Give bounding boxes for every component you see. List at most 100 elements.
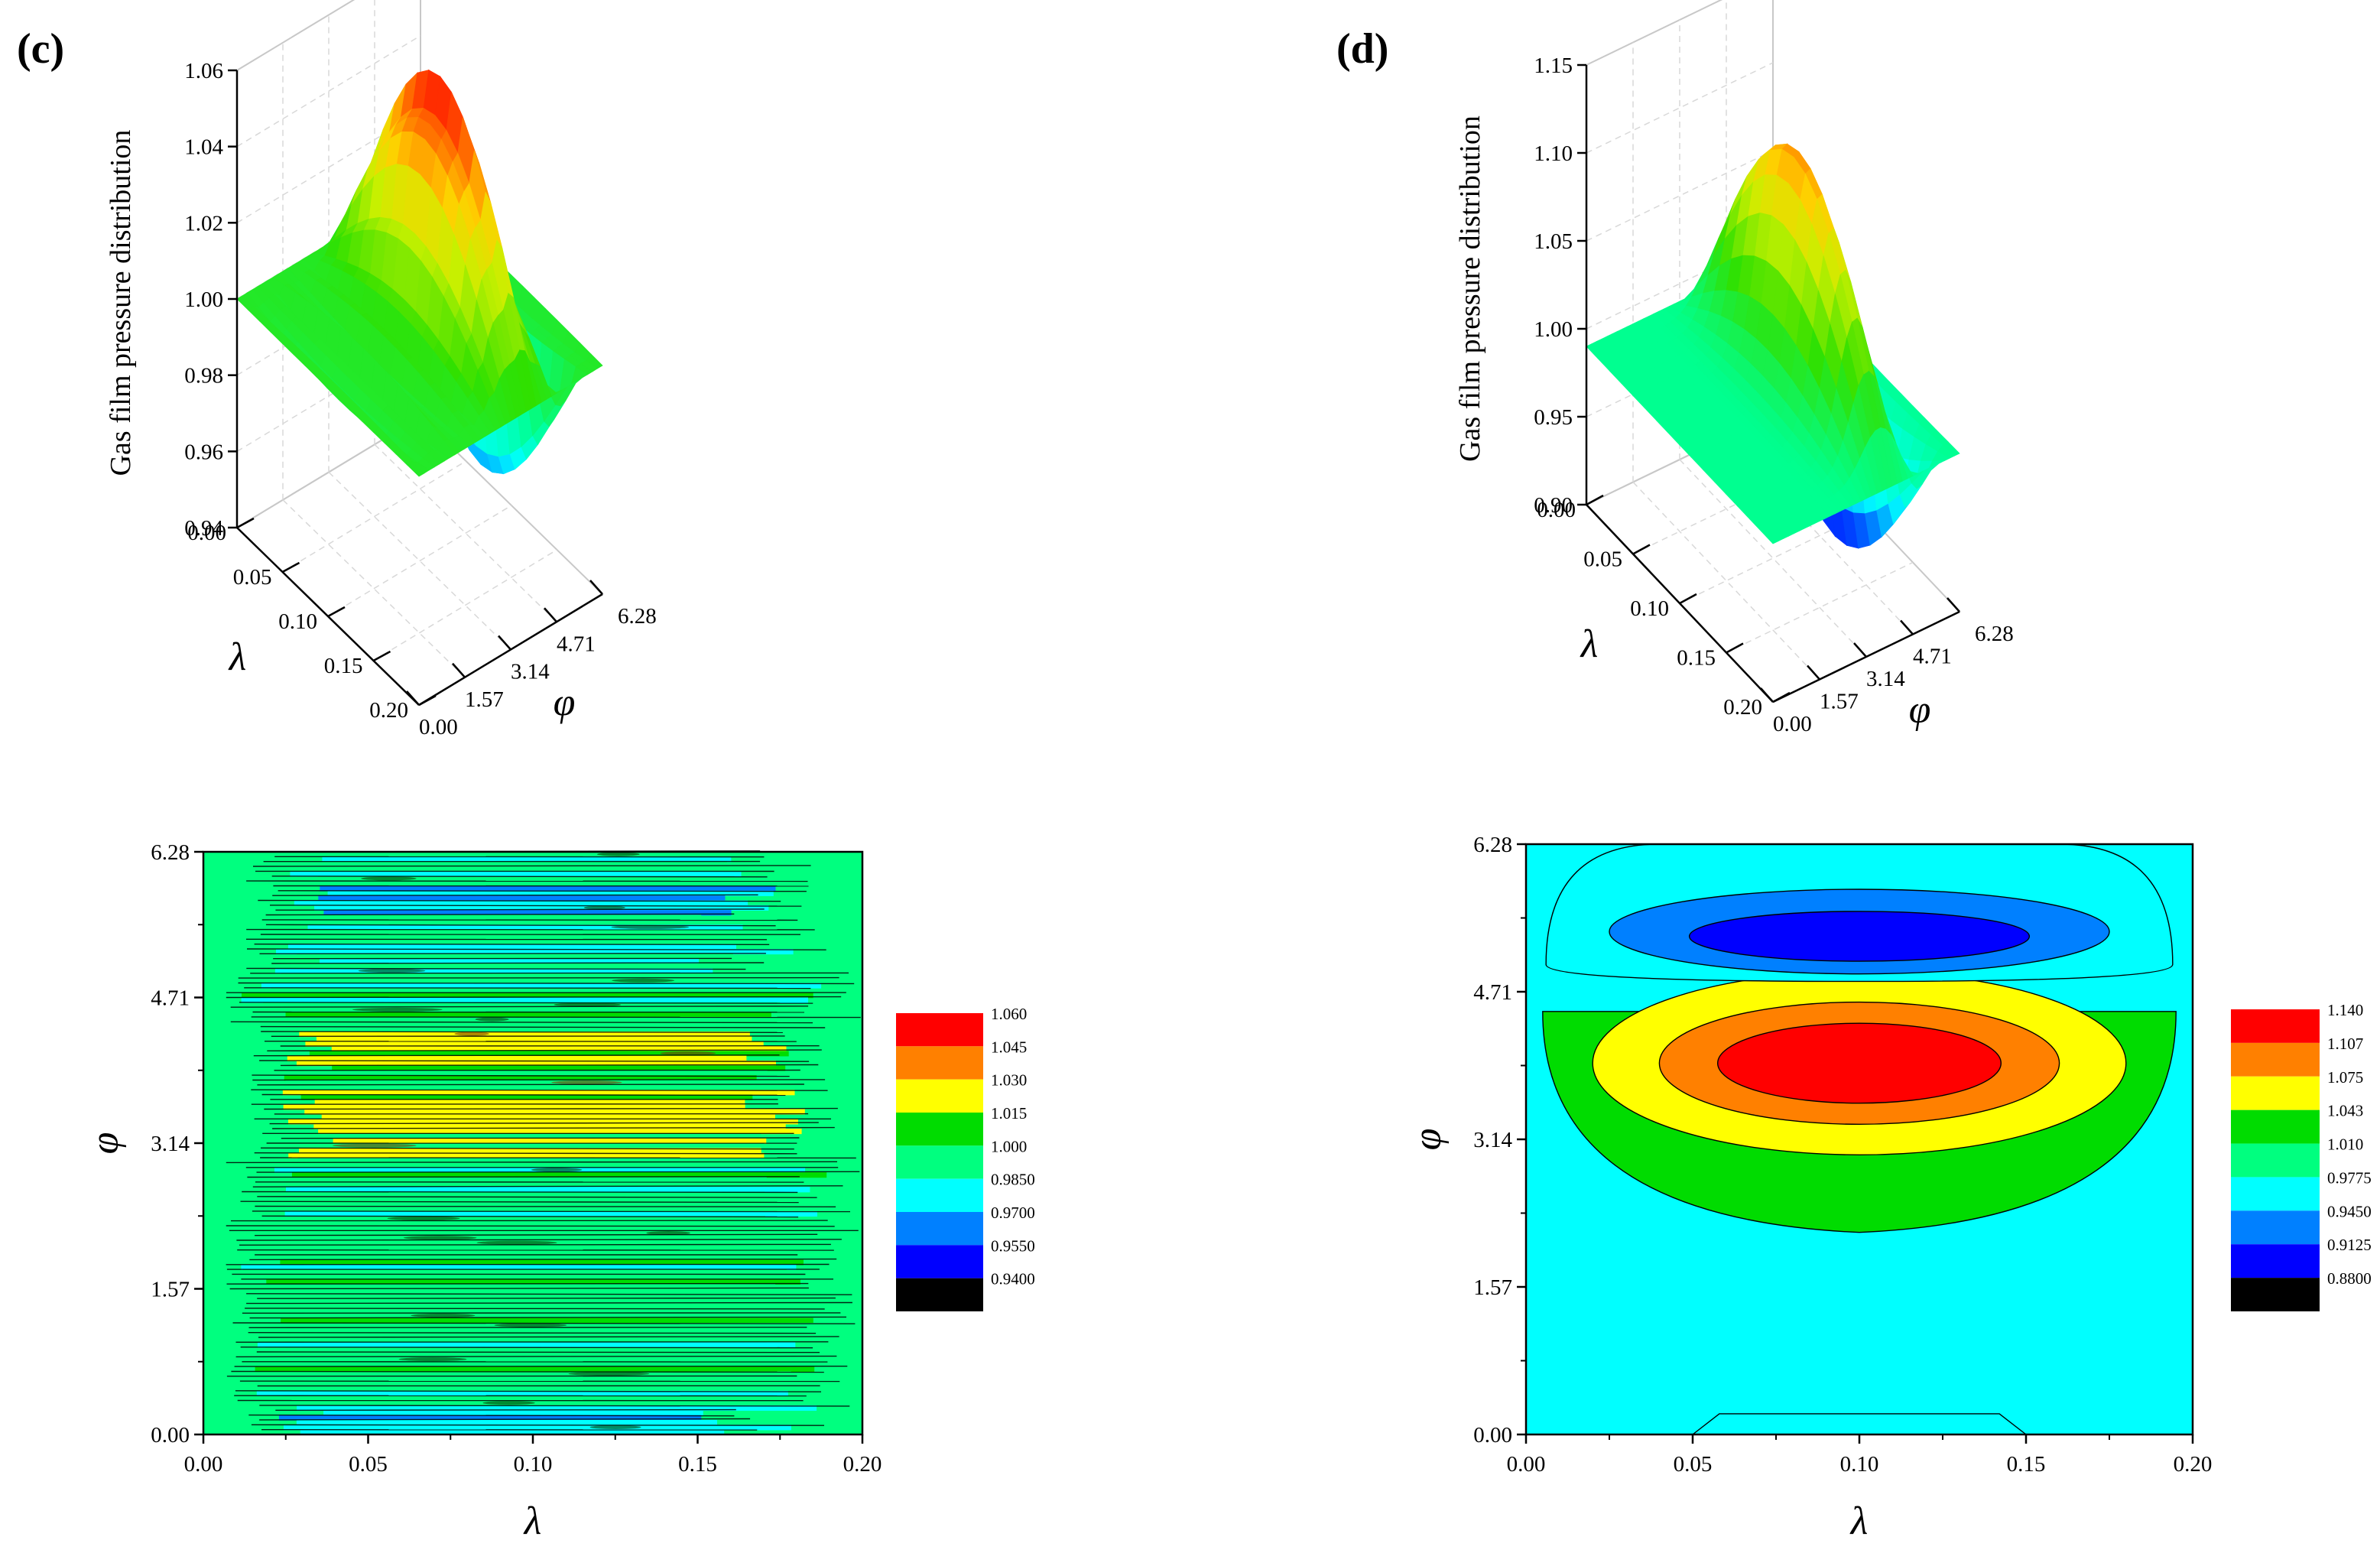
x-tick-label: 0.20: [2174, 1452, 2213, 1477]
contour-line: [227, 1284, 809, 1285]
legend-swatch: [896, 1013, 983, 1046]
legend-label: 1.015: [991, 1104, 1027, 1123]
lambda-tick: [1680, 594, 1697, 603]
lambda-tick: [374, 651, 391, 661]
y-tick-label: 4.71: [151, 986, 190, 1011]
lambda-tick: [283, 563, 300, 572]
y-axis-label: φ: [1406, 1129, 1450, 1151]
contour-speck: [612, 979, 674, 983]
contour-speck: [477, 1241, 557, 1245]
contour-line: [239, 1244, 831, 1245]
contour-line: [226, 997, 841, 998]
contour-speck: [590, 1425, 641, 1429]
legend-label: 1.045: [991, 1038, 1027, 1056]
x-axis-label: λ: [523, 1499, 542, 1543]
contour-line: [246, 939, 767, 940]
z-tick-label: 1.10: [1534, 141, 1573, 166]
phi-tick-label: 0.00: [1773, 712, 1812, 736]
lambda-tick-label: 0.10: [1630, 596, 1669, 621]
lambda-tick-label: 0.00: [187, 521, 226, 545]
contour-line: [247, 1177, 800, 1178]
legend-swatch: [2231, 1177, 2320, 1210]
contour-speck: [454, 1032, 489, 1036]
lambda-axis-label: λ: [228, 635, 247, 679]
y-tick-label: 3.14: [1473, 1128, 1512, 1152]
lambda-tick: [1633, 545, 1650, 554]
contour-speck: [404, 1236, 477, 1239]
lambda-tick-label: 0.10: [278, 609, 317, 634]
grid-line: [328, 505, 511, 616]
phi-tick-label: 4.71: [1913, 645, 1952, 669]
lambda-tick: [328, 607, 345, 616]
contour-speck: [597, 853, 640, 856]
panel-label-d: (d): [1336, 25, 1388, 73]
contour-speck: [399, 1357, 467, 1361]
contour-line: [239, 983, 855, 984]
grid-line: [374, 550, 557, 661]
legend-label: 0.9700: [991, 1204, 1035, 1222]
legend-swatch: [2231, 1210, 2320, 1244]
y-tick-label: 0.00: [1473, 1423, 1512, 1447]
phi-tick: [544, 608, 557, 622]
contour-line: [236, 1356, 837, 1357]
legend-label: 0.8800: [2327, 1269, 2372, 1288]
legend-swatch: [896, 1046, 983, 1079]
legend-label: 1.107: [2327, 1035, 2363, 1053]
z-tick-label: 1.06: [184, 59, 223, 83]
phi-tick-label: 4.71: [557, 632, 596, 656]
contour-line: [264, 1109, 838, 1110]
contour-line: [262, 1095, 786, 1096]
legend-swatch: [896, 1113, 983, 1145]
contour-line: [257, 1298, 836, 1299]
x-tick-label: 0.05: [349, 1452, 388, 1477]
phi-axis-label: φ: [1909, 688, 1931, 732]
contour-line: [281, 1138, 800, 1139]
phi-tick-label: 6.28: [1975, 622, 2014, 646]
phi-axis-label: φ: [554, 681, 576, 725]
z-tick-label: 1.04: [184, 135, 223, 160]
legend-label: 1.060: [991, 1005, 1027, 1023]
contour-line: [249, 1259, 836, 1260]
phi-tick: [1854, 643, 1866, 657]
contour-line: [257, 1171, 860, 1172]
lambda-tick-label: 0.15: [324, 654, 363, 678]
y-tick-label: 3.14: [151, 1132, 190, 1156]
z-axis-label: Gas film pressure distribution: [105, 130, 137, 476]
contour-line: [236, 1342, 829, 1343]
z-tick-label: 0.96: [184, 440, 223, 464]
contour-line: [252, 1017, 861, 1018]
x-tick-label: 0.05: [1674, 1452, 1713, 1477]
surface-mesh: [1586, 144, 1960, 548]
contour-line: [239, 978, 839, 979]
lambda-tick-label: 0.05: [1583, 547, 1622, 572]
contour-speck: [333, 1144, 417, 1148]
z-tick-label: 1.02: [184, 211, 223, 236]
contour-region: [1718, 1023, 2002, 1103]
phi-tick: [1901, 621, 1913, 635]
phi-tick-label: 1.57: [465, 687, 504, 712]
contour-line: [252, 1104, 778, 1105]
lambda-tick-label: 0.20: [369, 698, 408, 723]
x-tick-label: 0.15: [678, 1452, 717, 1477]
contour-speck: [531, 1168, 583, 1171]
contour-speck: [612, 925, 690, 929]
contour-speck: [568, 1372, 649, 1376]
x-tick-label: 0.10: [1840, 1452, 1879, 1477]
contour-line: [281, 1065, 818, 1066]
panel-label-c: (c): [17, 25, 64, 73]
legend-swatch: [2231, 1144, 2320, 1178]
phi-tick: [453, 664, 465, 677]
legend-label: 1.075: [2327, 1068, 2363, 1087]
y-tick-label: 6.28: [1473, 833, 1512, 857]
legend-swatch: [896, 1145, 983, 1178]
z-tick-label: 1.00: [1534, 317, 1573, 342]
legend-label: 1.010: [2327, 1136, 2363, 1154]
z-tick-label: 0.95: [1534, 405, 1573, 430]
lambda-tick-label: 0.05: [233, 565, 272, 590]
y-tick-label: 1.57: [151, 1278, 190, 1302]
